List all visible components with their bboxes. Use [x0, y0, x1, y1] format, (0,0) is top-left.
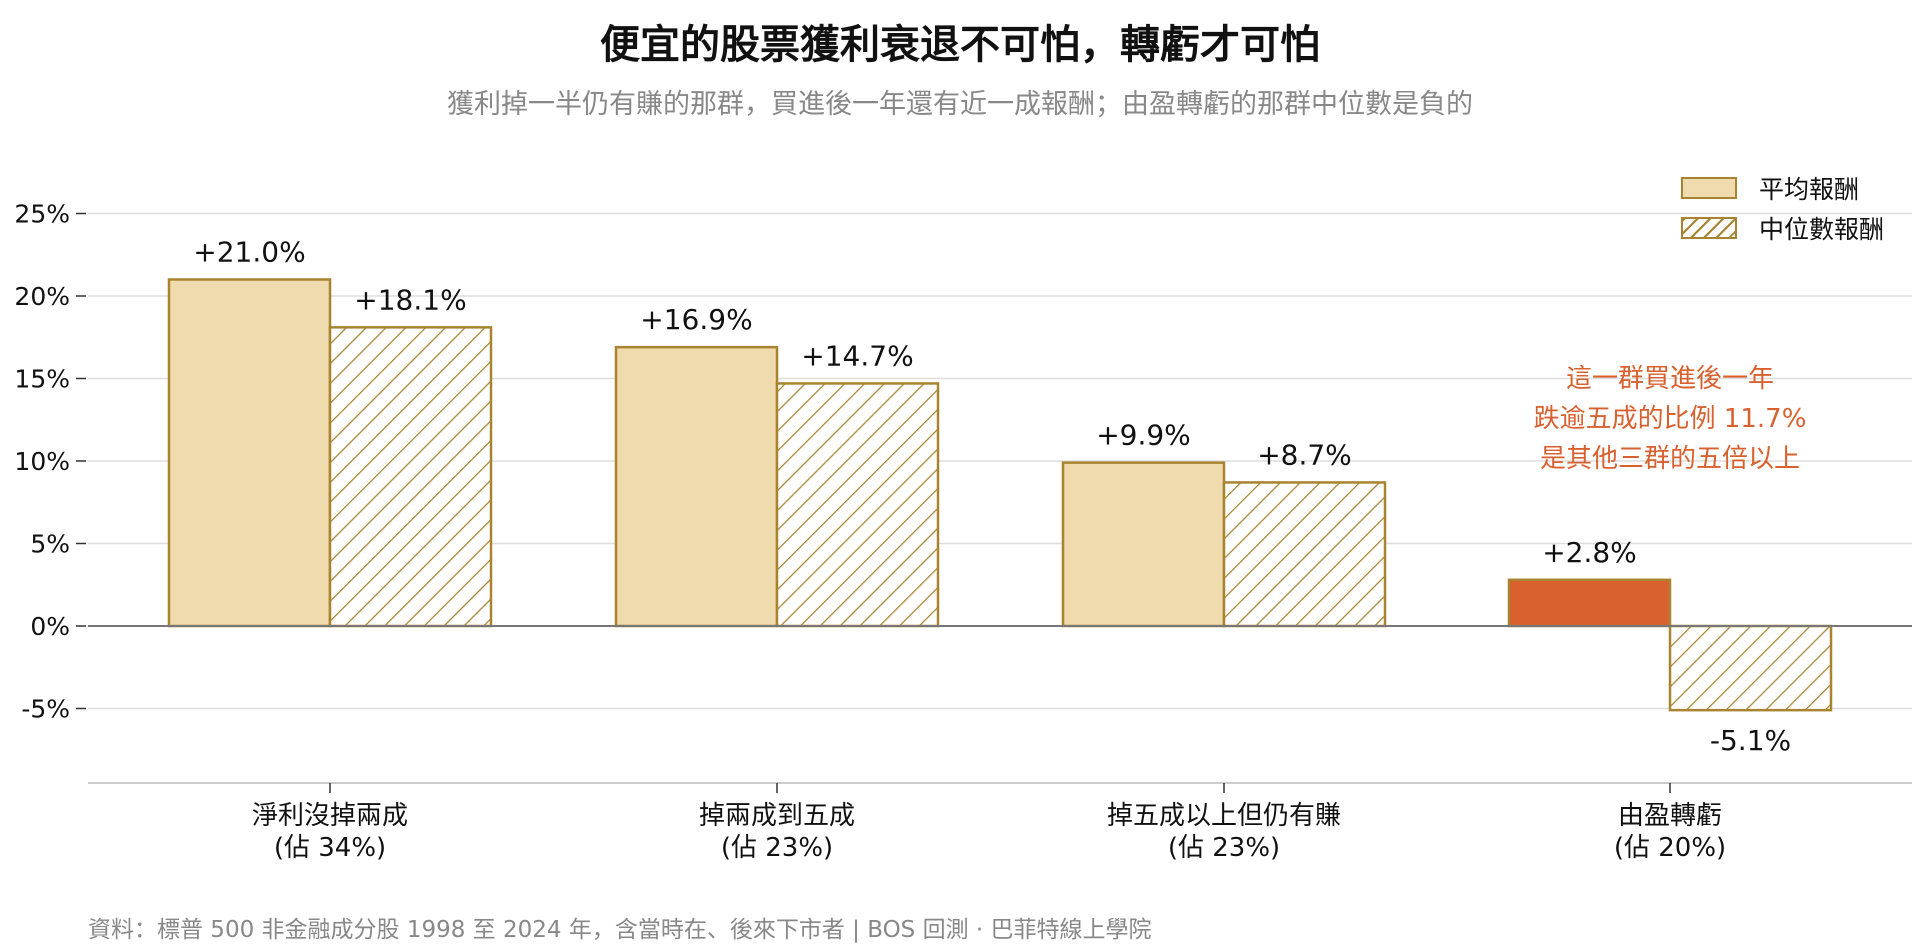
legend-swatch-median: [1680, 217, 1737, 239]
x-tick-label: 掉兩成到五成(佔 23%): [699, 801, 855, 863]
data-label: -5.1%: [1710, 724, 1791, 757]
y-tick-label: -5%: [21, 695, 70, 724]
x-tick-label: 掉五成以上但仍有賺(佔 23%): [1107, 801, 1341, 863]
bar-median: [1222, 481, 1387, 628]
y-tick-label: 0%: [30, 612, 70, 641]
bar-mean: [614, 345, 779, 628]
data-label: +9.9%: [1096, 419, 1191, 452]
data-label: +2.8%: [1542, 536, 1637, 569]
legend-label-median: 中位數報酬: [1758, 215, 1884, 244]
data-label: +14.7%: [801, 339, 913, 372]
bar-mean: [167, 278, 332, 628]
bar-mean: [1061, 461, 1226, 628]
y-tick-label: 5%: [30, 530, 70, 559]
chart-subtitle: 獲利掉一半仍有賺的那群，買進後一年還有近一成報酬；由盈轉虧的那群中位數是負的: [447, 89, 1473, 120]
y-tick-label: 25%: [14, 200, 70, 229]
legend-item-mean: 平均報酬: [1680, 168, 1884, 208]
x-tick-label: 淨利沒掉兩成(佔 34%): [252, 801, 408, 863]
data-label: +16.9%: [640, 303, 752, 336]
data-label: +18.1%: [354, 283, 466, 316]
chart-annotation: 這一群買進後一年跌逾五成的比例 11.7%是其他三群的五倍以上: [1534, 364, 1807, 474]
y-tick-label: 15%: [14, 365, 70, 394]
chart-title: 便宜的股票獲利衰退不可怕，轉虧才可怕: [600, 22, 1320, 68]
legend-swatch-mean: [1680, 177, 1737, 199]
legend-label-mean: 平均報酬: [1758, 175, 1859, 204]
source-footnote: 資料：標普 500 非金融成分股 1998 至 2024 年，含當時在、後來下市…: [88, 917, 1152, 943]
y-tick-label: 10%: [14, 447, 70, 476]
y-tick-label: 20%: [14, 282, 70, 311]
x-tick-label: 由盈轉虧(佔 20%): [1614, 801, 1726, 863]
bar-mean: [1507, 578, 1672, 628]
bar-median: [775, 382, 940, 628]
bar-median: [328, 326, 493, 628]
data-label: +21.0%: [193, 236, 305, 269]
legend: 平均報酬 中位數報酬: [1680, 168, 1884, 248]
bar-median: [1668, 624, 1833, 712]
legend-item-median: 中位數報酬: [1680, 208, 1884, 248]
data-label: +8.7%: [1257, 438, 1352, 471]
